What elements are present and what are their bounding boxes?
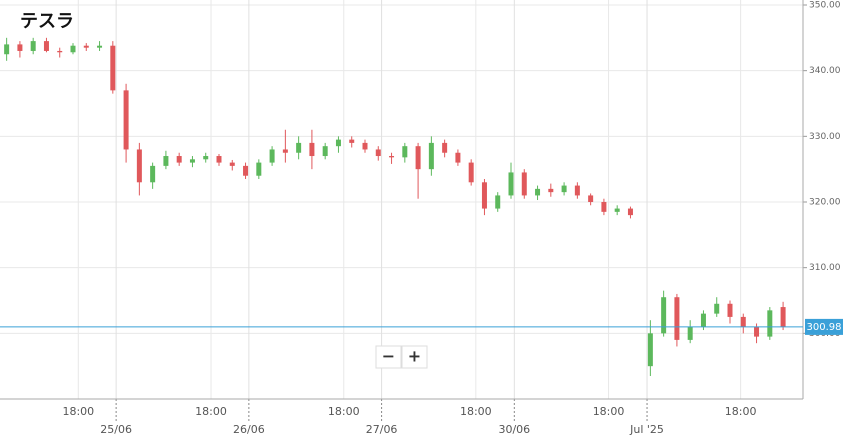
candle-body — [574, 185, 580, 196]
y-tick-label: 310.00 — [809, 263, 841, 273]
last-price-box — [805, 318, 843, 335]
candle-body — [296, 142, 302, 153]
candle-body — [508, 172, 514, 196]
plot: 300.98 − + — [0, 37, 843, 377]
candle-body — [335, 139, 341, 147]
last-price-label: 300.98 — [807, 322, 842, 333]
y-tick-label: 350.00 — [809, 0, 841, 10]
zoom-button[interactable] — [375, 345, 402, 369]
candle-body — [269, 149, 275, 163]
date-tick-label: 27/06 — [366, 423, 398, 436]
candle-body — [309, 142, 315, 157]
candle-body — [243, 165, 249, 176]
candle-body — [700, 313, 706, 327]
candle-body — [601, 201, 607, 212]
candle-body — [442, 142, 448, 153]
candle-body — [123, 90, 129, 150]
candle-body — [740, 316, 746, 327]
candle-body — [229, 162, 235, 166]
candle-body — [203, 156, 209, 160]
x-tick-label: 18:00 — [195, 405, 227, 418]
candle-body — [627, 208, 633, 216]
candle-body — [481, 182, 487, 209]
candle-body — [614, 208, 620, 212]
candle-body — [322, 146, 328, 157]
candle-body — [150, 165, 156, 183]
candle-body — [189, 159, 195, 163]
candle-body — [468, 162, 474, 183]
x-tick-label: 18:00 — [593, 405, 625, 418]
y-tick-label: 330.00 — [809, 132, 841, 142]
candle-body — [136, 149, 142, 183]
candle-body — [674, 297, 680, 340]
candle-body — [647, 333, 653, 367]
x-tick-label: 18:00 — [328, 405, 360, 418]
candle-body — [83, 45, 89, 48]
zoom-button-label[interactable]: − — [382, 347, 395, 366]
candle-body — [163, 156, 169, 166]
date-tick-label: Jul '25 — [629, 423, 664, 436]
candle-body — [455, 152, 461, 163]
date-tick-label: 26/06 — [233, 423, 265, 436]
candle-body — [521, 172, 527, 196]
zoom-button[interactable] — [401, 345, 428, 369]
candle-body — [282, 149, 288, 153]
candle-body — [780, 307, 786, 327]
date-tick-label: 25/06 — [100, 423, 132, 436]
candle-body — [97, 45, 103, 48]
candle-body — [4, 44, 10, 55]
date-tick-label: 30/06 — [498, 423, 530, 436]
candle-body — [714, 303, 720, 314]
candle-body — [588, 195, 594, 202]
candle-body — [661, 297, 667, 334]
candle-body — [256, 162, 262, 176]
candle-body — [428, 142, 434, 170]
candle-body — [727, 303, 733, 317]
candle-body — [495, 195, 501, 209]
candle-body — [767, 310, 773, 337]
zoom-button-label[interactable]: + — [408, 347, 421, 366]
candle-body — [561, 185, 567, 193]
candle-body — [754, 326, 760, 337]
y-tick-label: 320.00 — [809, 197, 841, 207]
candle-body — [375, 149, 381, 157]
candle-body — [548, 188, 554, 193]
candle-body — [415, 146, 421, 170]
candle-body — [43, 41, 49, 51]
candle-body — [389, 156, 395, 158]
candle-body — [687, 326, 693, 340]
candle-body — [110, 45, 116, 91]
candle-body — [17, 44, 23, 51]
chart-title: テスラ — [20, 11, 74, 32]
candle-body — [216, 156, 222, 163]
x-tick-label: 18:00 — [460, 405, 492, 418]
x-tick-label: 18:00 — [62, 405, 94, 418]
candle-body — [30, 41, 36, 51]
candle-body — [70, 45, 76, 53]
candle-body — [349, 139, 355, 143]
x-tick-label: 18:00 — [725, 405, 757, 418]
candle-body — [402, 146, 408, 158]
y-tick-label: 340.00 — [809, 66, 841, 76]
candle-body — [362, 142, 368, 150]
candle-body — [535, 188, 541, 196]
candle-body — [176, 156, 182, 163]
candle-body — [57, 50, 63, 53]
